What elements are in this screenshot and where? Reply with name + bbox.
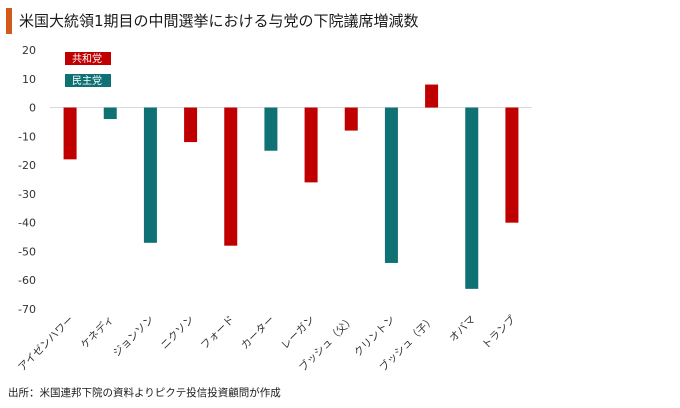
legend-swatch-democrat <box>65 74 111 87</box>
x-category-label: ニクソン <box>159 314 197 352</box>
y-tick-label: -20 <box>18 159 36 172</box>
bar-2 <box>103 107 117 120</box>
legend-label-republican: 共和党 <box>72 52 102 65</box>
legend-swatch-republican <box>65 52 111 65</box>
y-tick-label: -60 <box>18 274 36 287</box>
source-note: 出所：米国連邦下院の資料よりピクテ投信投資顧問が作成 <box>8 387 281 399</box>
y-tick-label: -10 <box>18 130 36 143</box>
bar-5 <box>224 107 238 246</box>
bar-11 <box>465 107 479 289</box>
bars <box>63 84 519 289</box>
y-tick-label: 0 <box>29 102 36 115</box>
y-tick-label: -70 <box>18 303 36 316</box>
bar-9 <box>384 107 398 263</box>
x-category-label: アイゼンハワー <box>16 314 76 374</box>
x-category-label: フォード <box>199 314 237 352</box>
y-tick-label: -50 <box>18 245 36 258</box>
y-tick-label: 20 <box>22 44 36 57</box>
bar-3 <box>143 107 157 243</box>
x-category-label: ケネディ <box>78 313 116 351</box>
bar-4 <box>184 107 198 143</box>
bar-10 <box>425 84 439 108</box>
bar-6 <box>264 107 278 151</box>
bar-7 <box>304 107 318 183</box>
x-category-label: トランプ <box>480 313 518 351</box>
bar-8 <box>344 107 358 131</box>
y-tick-label: 10 <box>22 73 36 86</box>
bar-1 <box>63 107 77 160</box>
y-axis: 20 10 0 -10 -20 -30 -40 -50 -60 -70 <box>18 44 36 316</box>
y-tick-label: -30 <box>18 188 36 201</box>
bar-12 <box>505 107 519 223</box>
bar-chart: 20 10 0 -10 -20 -30 -40 -50 -60 -70 アイゼンハワー ケネディジョ… <box>16 44 532 374</box>
x-category-label: オバマ <box>447 314 478 345</box>
x-category-label: カーター <box>239 314 277 352</box>
x-category-label: レーガン <box>279 314 317 352</box>
title-accent-bar <box>6 8 12 34</box>
x-category-label: ジョンソン <box>111 314 157 360</box>
page-title: 米国大統領1期目の中間選挙における与党の下院議席増減数 <box>19 12 419 30</box>
y-tick-label: -40 <box>18 217 36 230</box>
legend-label-democrat: 民主党 <box>72 74 102 87</box>
